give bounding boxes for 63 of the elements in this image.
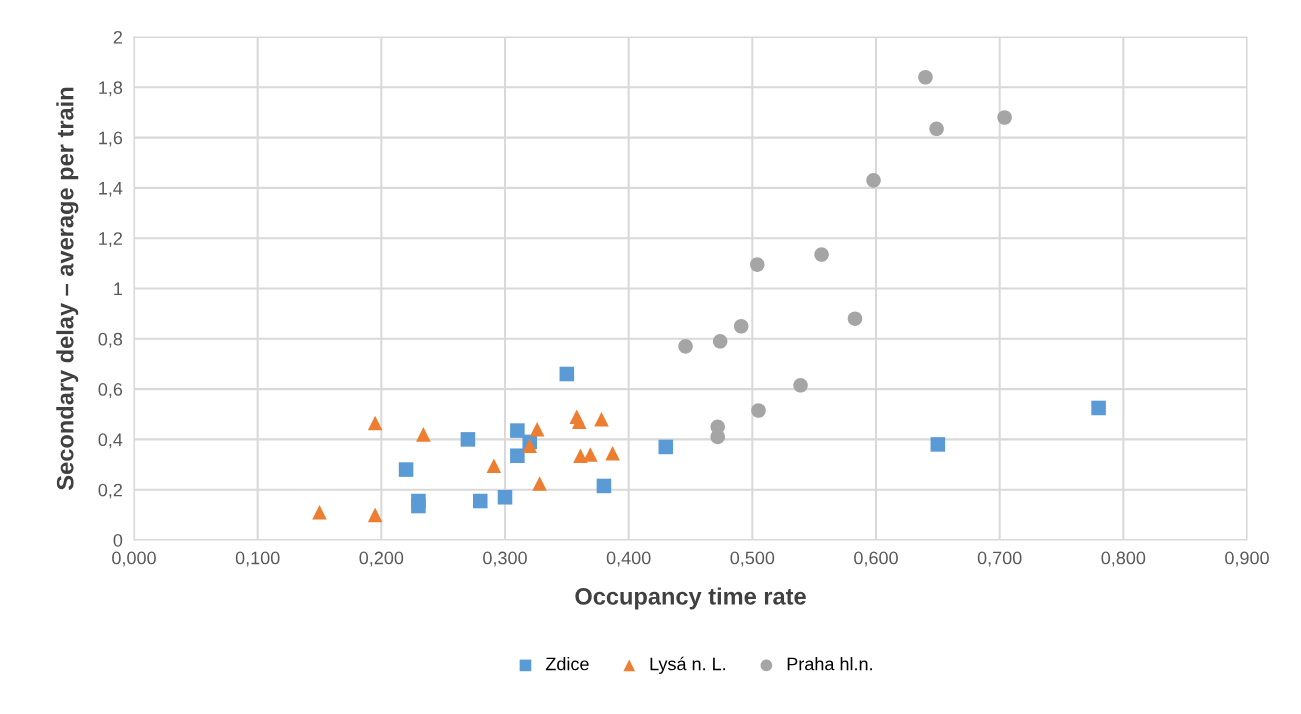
point (367, 507, 383, 523)
y-tick-label: 2 (113, 30, 122, 44)
point (486, 458, 502, 474)
point (398, 462, 414, 477)
point (750, 257, 765, 272)
point (416, 427, 431, 442)
point (751, 403, 766, 418)
point (918, 69, 933, 85)
x-axis-title: Occupancy time rate (575, 587, 806, 610)
point (573, 448, 588, 464)
point (529, 422, 545, 437)
point (793, 378, 808, 393)
y-tick-label: 1,6 (99, 131, 123, 147)
point (678, 339, 693, 354)
legend-label: Praha hl.n. (787, 657, 872, 671)
x-tick-label: 0,500 (730, 551, 775, 567)
x-tick-label: 0,900 (1225, 551, 1269, 567)
point (497, 489, 513, 505)
x-tick-label: 0,200 (359, 551, 404, 567)
point (559, 366, 575, 382)
point (594, 412, 609, 427)
point (510, 448, 525, 464)
y-tick-label: 1,8 (99, 81, 123, 97)
point (532, 476, 547, 491)
point (510, 423, 525, 438)
y-tick-label: 1,2 (99, 232, 122, 248)
y-tick-label: 0,2 (98, 483, 122, 499)
x-tick-label: 0,300 (483, 551, 527, 567)
point (583, 447, 598, 462)
y-tick-label: 0 (113, 533, 123, 547)
point (1091, 400, 1106, 416)
y-tick-label: 0,4 (98, 433, 123, 449)
point (367, 415, 383, 431)
point (997, 110, 1012, 125)
point (733, 318, 749, 334)
x-tick-label: 0,400 (606, 551, 651, 567)
legend-label: Zdice (545, 657, 589, 671)
x-tick-label: 0,700 (977, 551, 1022, 567)
point (847, 311, 863, 326)
point (312, 505, 327, 520)
point (866, 173, 881, 188)
x-tick-label: 0,600 (854, 551, 898, 567)
point (460, 432, 476, 447)
y-tick-label: 0,8 (98, 332, 123, 348)
x-tick-label: 0,000 (112, 551, 156, 567)
point (929, 121, 944, 137)
y-tick-label: 1,4 (99, 182, 123, 197)
y-tick-label: 0,6 (98, 383, 123, 398)
point (472, 493, 488, 509)
point (658, 439, 674, 455)
point (712, 334, 728, 349)
point (571, 414, 587, 430)
x-tick-label: 0,100 (235, 551, 280, 567)
point (930, 437, 946, 452)
point (596, 478, 612, 494)
point (411, 498, 426, 514)
y-axis-title: Secondary delay – average per train (56, 87, 79, 490)
y-tick-label: 1 (114, 282, 123, 296)
point (814, 247, 829, 262)
point (522, 438, 538, 453)
legend-label: Lysá n. L. (650, 656, 726, 674)
point (605, 445, 620, 461)
x-tick-label: 0,800 (1101, 551, 1146, 567)
